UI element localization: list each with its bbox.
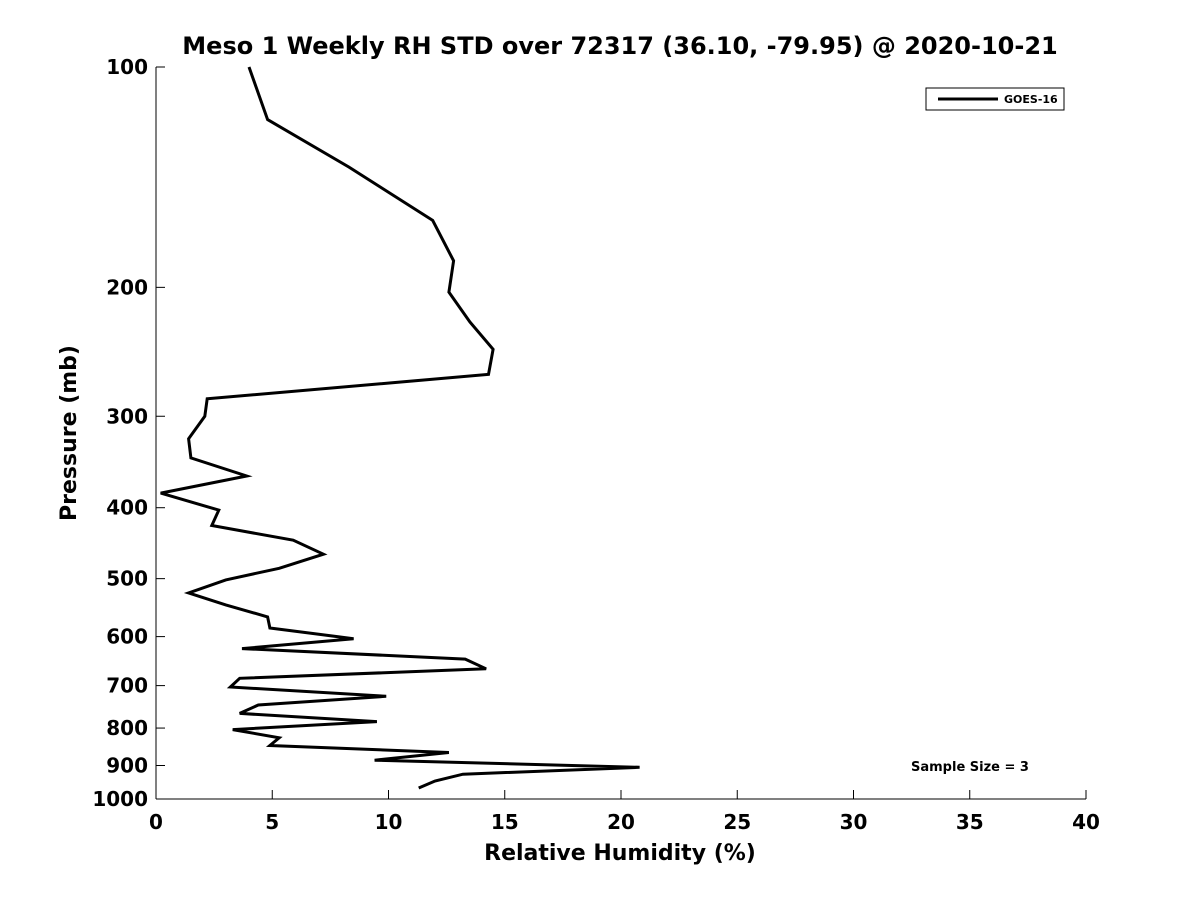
- x-tick-label: 10: [375, 810, 403, 834]
- x-tick-label: 40: [1072, 810, 1100, 834]
- y-tick-label: 700: [106, 674, 148, 698]
- y-tick-label: 100: [106, 55, 148, 79]
- legend: GOES-16: [925, 87, 1065, 111]
- y-tick-label: 500: [106, 567, 148, 591]
- x-tick-label: 20: [607, 810, 635, 834]
- y-tick-label: 200: [106, 275, 148, 299]
- legend-entry-goes-16: GOES-16: [1004, 93, 1058, 106]
- x-tick-label: 30: [840, 810, 868, 834]
- y-tick-label: 900: [106, 754, 148, 778]
- x-axis-ticks: 0 5 10 15 20 25 30 35 40: [149, 790, 1100, 834]
- plot-frame: [156, 67, 1086, 799]
- x-axis-label: Relative Humidity (%): [484, 841, 756, 866]
- y-tick-label: 600: [106, 625, 148, 649]
- series-line-goes-16: [160, 66, 640, 790]
- y-axis-ticks: 100 200 300 400 500 600 700 800 900 1000: [92, 55, 165, 811]
- x-tick-label: 15: [491, 810, 519, 834]
- y-tick-label: 400: [106, 496, 148, 520]
- y-tick-label: 800: [106, 716, 148, 740]
- y-tick-label: 300: [106, 404, 148, 428]
- y-axis-label: Pressure (mb): [57, 345, 82, 521]
- x-tick-label: 5: [265, 810, 279, 834]
- chart-title: Meso 1 Weekly RH STD over 72317 (36.10, …: [182, 32, 1057, 60]
- x-tick-label: 35: [956, 810, 984, 834]
- x-tick-label: 0: [149, 810, 163, 834]
- y-tick-label: 1000: [92, 787, 148, 811]
- x-tick-label: 25: [723, 810, 751, 834]
- sample-size-annotation: Sample Size = 3: [911, 760, 1029, 775]
